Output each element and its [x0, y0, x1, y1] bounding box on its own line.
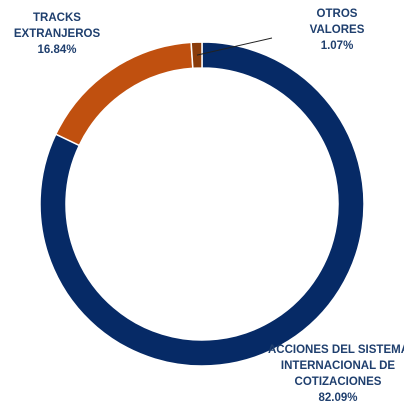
donut-slice-0	[39, 41, 365, 367]
leader-line	[196, 37, 273, 56]
donut-slice-2	[190, 41, 203, 70]
slice-label-text: TRACKS	[33, 12, 81, 24]
slice-value-label: 1.07%	[320, 40, 354, 52]
slice-label-text: VALORES	[309, 24, 365, 36]
slice-value-label: 82.09%	[318, 392, 358, 404]
slice-value-label: 16.84%	[37, 44, 77, 56]
slice-label-0: ACCIONES DEL SISTEMA INTERNACIONAL DE COTI…	[268, 342, 404, 406]
slice-label-2: OTROS VALORES 1.07%	[296, 6, 378, 54]
slice-label-text: ACCIONES DEL SISTEMA	[268, 344, 404, 356]
slice-label-text: OTROS	[316, 8, 358, 20]
slice-label-1: TRACKS EXTRANJEROS 16.84%	[2, 10, 112, 58]
slice-label-text: EXTRANJEROS	[13, 28, 101, 40]
slice-label-text: INTERNACIONAL DE	[280, 360, 396, 372]
slice-label-text: COTIZACIONES	[294, 376, 382, 388]
